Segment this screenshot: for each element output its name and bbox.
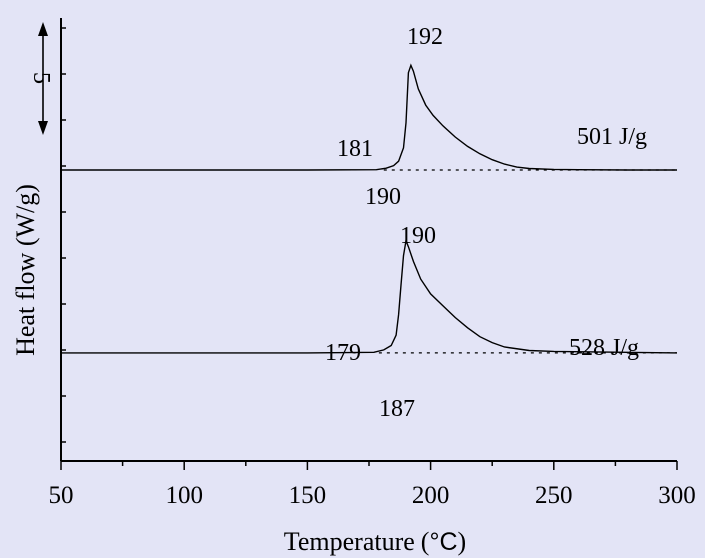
series-1-extrapolated-onset-label: 190: [365, 184, 401, 210]
series-2-extrapolated-onset-label: 187: [379, 396, 415, 422]
series-2-enthalpy-label: 528 J/g: [569, 335, 639, 361]
x-tick-label: 250: [535, 482, 573, 509]
x-tick-label: 150: [289, 482, 327, 509]
series-2-onset-label: 179: [325, 340, 361, 366]
scale-bar-label: 5: [28, 72, 54, 84]
x-axis-unit-open: (: [421, 527, 430, 556]
x-axis-label-text: Temperature: [284, 527, 415, 556]
x-axis-unit-close: ): [458, 527, 467, 556]
y-axis-label: Heat flow (W/g): [11, 184, 40, 356]
x-tick-label: 300: [658, 482, 696, 509]
series-2: 179 187 190 528 J/g: [61, 223, 678, 422]
series-2-peak-label: 190: [400, 223, 436, 249]
series-1-enthalpy-label: 501 J/g: [577, 124, 647, 150]
scale-bar-arrow-up-icon: [38, 22, 48, 36]
scale-bar-arrow-down-icon: [38, 121, 48, 135]
x-axis-label: Temperature (°C): [284, 527, 466, 556]
x-axis-unit: °C: [429, 528, 457, 556]
x-ticks: [60, 27, 678, 470]
axes: [60, 18, 677, 462]
x-tick-label: 200: [412, 482, 450, 509]
x-tick-labels: 50 100 150 200 250 300: [49, 482, 696, 509]
x-tick-label: 50: [49, 482, 74, 509]
scale-bar: 5: [28, 22, 54, 135]
series-1-peak-label: 192: [407, 24, 443, 50]
series-1-curve: [61, 63, 677, 171]
series-1-onset-label: 181: [337, 136, 373, 162]
series-2-curve: [61, 238, 678, 354]
series-1: 181 190 192 501 J/g: [61, 24, 677, 210]
x-tick-label: 100: [165, 482, 203, 509]
series-layer: 181 190 192 501 J/g 179 187 190 528 J/g: [61, 24, 678, 422]
